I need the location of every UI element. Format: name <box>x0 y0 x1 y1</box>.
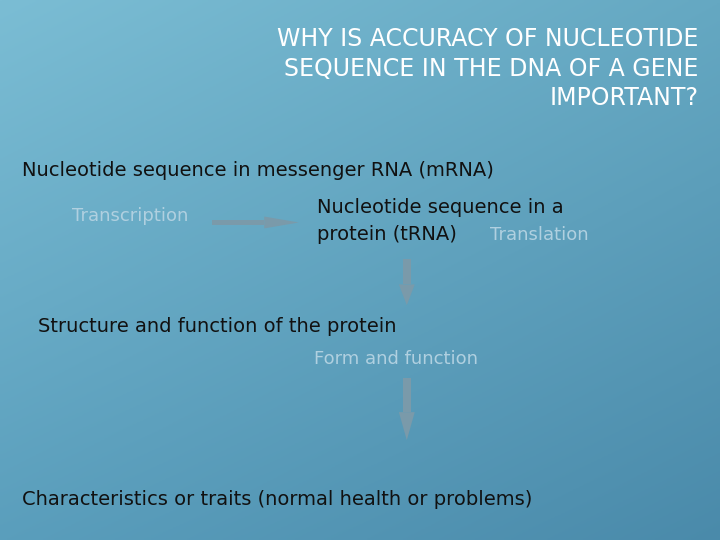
Bar <box>403 378 410 412</box>
Text: Characteristics or traits (normal health or problems): Characteristics or traits (normal health… <box>22 490 532 509</box>
Text: WHY IS ACCURACY OF NUCLEOTIDE
SEQUENCE IN THE DNA OF A GENE
IMPORTANT?: WHY IS ACCURACY OF NUCLEOTIDE SEQUENCE I… <box>277 27 698 110</box>
Polygon shape <box>399 285 415 305</box>
Text: protein (tRNA): protein (tRNA) <box>317 225 456 245</box>
Text: Transcription: Transcription <box>72 207 189 225</box>
Text: Structure and function of the protein: Structure and function of the protein <box>37 317 396 336</box>
Text: Form and function: Form and function <box>314 350 478 368</box>
Text: Nucleotide sequence in a: Nucleotide sequence in a <box>317 198 564 218</box>
Polygon shape <box>399 412 415 440</box>
Bar <box>212 219 264 226</box>
Text: Translation: Translation <box>490 226 588 244</box>
Text: Nucleotide sequence in messenger RNA (mRNA): Nucleotide sequence in messenger RNA (mR… <box>22 160 493 180</box>
Polygon shape <box>264 217 299 228</box>
Bar <box>403 259 410 285</box>
